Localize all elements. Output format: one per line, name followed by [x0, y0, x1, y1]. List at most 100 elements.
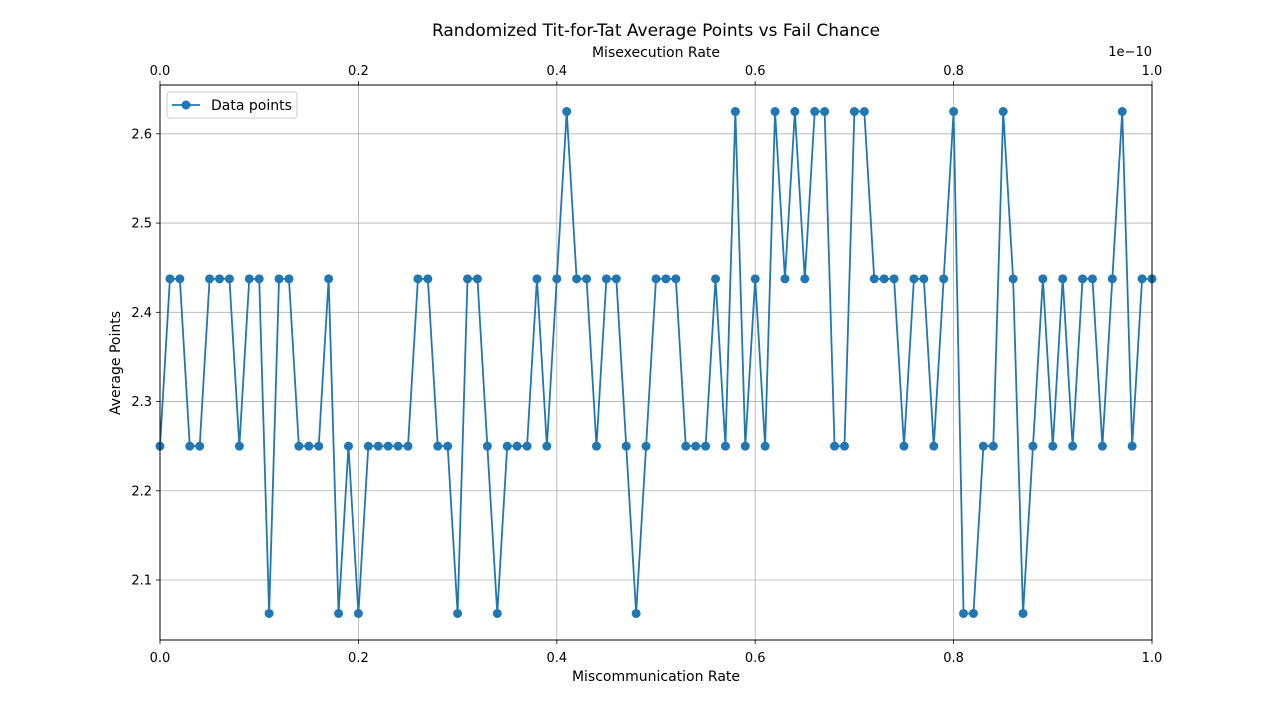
data-point: [1107, 274, 1117, 284]
data-point: [998, 107, 1008, 117]
data-point: [1038, 274, 1048, 284]
data-point: [165, 274, 175, 284]
data-point: [1028, 441, 1038, 451]
data-point: [730, 107, 740, 117]
data-point: [621, 441, 631, 451]
data-point: [1097, 441, 1107, 451]
data-point: [978, 441, 988, 451]
data-point: [810, 107, 820, 117]
legend-label: Data points: [211, 98, 292, 114]
data-point: [929, 441, 939, 451]
series-line: [159, 110, 1152, 615]
data-point: [720, 441, 730, 451]
data-point: [1058, 274, 1068, 284]
top-axis-offset-text: 1e−10: [1108, 45, 1152, 60]
data-point: [234, 441, 244, 451]
data-point: [760, 441, 770, 451]
data-point: [909, 274, 919, 284]
top-x-tick-label: 0.2: [348, 64, 369, 79]
data-point: [651, 274, 661, 284]
data-point: [264, 608, 274, 618]
data-point: [205, 274, 215, 284]
axis-ticks: 0.0 0.0 0.2 0.2 0.4 0.4 0.6 0.6 0.8 0.8 1.0 1.0 2.1 2…: [131, 64, 1162, 666]
data-point: [1087, 274, 1097, 284]
data-point: [284, 274, 294, 284]
data-point: [572, 274, 582, 284]
y-tick-label: 2.6: [131, 127, 152, 142]
x-tick-label: 0.6: [745, 651, 766, 666]
data-point: [1068, 441, 1078, 451]
x-tick-label: 0.0: [150, 651, 171, 666]
data-point: [562, 107, 572, 117]
data-point: [1127, 441, 1137, 451]
data-point: [552, 274, 562, 284]
data-point: [383, 441, 393, 451]
data-point: [601, 274, 611, 284]
data-point: [463, 274, 473, 284]
data-point: [780, 274, 790, 284]
legend-box: [166, 91, 298, 119]
x-tick-label: 0.8: [943, 651, 964, 666]
data-point: [849, 107, 859, 117]
grid-lines: [159, 85, 1153, 640]
y-tick-label: 2.5: [131, 217, 152, 232]
data-point: [582, 274, 592, 284]
data-point: [711, 274, 721, 284]
data-point: [274, 274, 284, 284]
data-point: [502, 441, 512, 451]
data-point: [403, 441, 413, 451]
data-point: [413, 274, 423, 284]
top-x-axis-label: Misexecution Rate: [592, 45, 720, 61]
data-point: [244, 274, 254, 284]
top-x-tick-label: 0.6: [745, 64, 766, 79]
data-point: [1048, 441, 1058, 451]
data-point: [433, 441, 443, 451]
data-series: [155, 107, 1157, 618]
data-point: [363, 441, 373, 451]
data-point: [641, 441, 651, 451]
data-point: [820, 107, 830, 117]
data-point: [294, 441, 304, 451]
y-tick-label: 2.3: [131, 395, 152, 410]
data-point: [512, 441, 522, 451]
data-point: [790, 107, 800, 117]
x-axis-label: Miscommunication Rate: [572, 669, 740, 685]
data-point: [324, 274, 334, 284]
data-point: [393, 441, 403, 451]
data-point: [591, 441, 601, 451]
y-axis-label: Average Points: [108, 311, 124, 415]
data-point: [859, 107, 869, 117]
data-point: [334, 608, 344, 618]
x-tick-label: 0.4: [546, 651, 567, 666]
data-point: [959, 608, 969, 618]
data-point: [899, 441, 909, 451]
data-point: [1018, 608, 1028, 618]
plot-frame: [159, 84, 1153, 641]
chart-title: Randomized Tit-for-Tat Average Points vs…: [432, 21, 880, 41]
data-point: [611, 274, 621, 284]
data-point: [869, 274, 879, 284]
y-tick-label: 2.4: [131, 306, 152, 321]
data-point: [542, 441, 552, 451]
x-tick-label: 0.2: [348, 651, 369, 666]
data-point: [691, 441, 701, 451]
data-point: [443, 441, 453, 451]
data-point: [215, 274, 225, 284]
data-point: [949, 107, 959, 117]
data-point: [939, 274, 949, 284]
data-point: [453, 608, 463, 618]
data-point: [701, 441, 711, 451]
data-point: [681, 441, 691, 451]
data-point: [353, 608, 363, 618]
data-point: [254, 274, 264, 284]
data-point: [631, 608, 641, 618]
data-point: [522, 441, 532, 451]
data-point: [423, 274, 433, 284]
data-point: [492, 608, 502, 618]
data-point: [314, 441, 324, 451]
data-point: [343, 441, 353, 451]
legend-marker-swatch: [181, 100, 191, 110]
data-point: [800, 274, 810, 284]
